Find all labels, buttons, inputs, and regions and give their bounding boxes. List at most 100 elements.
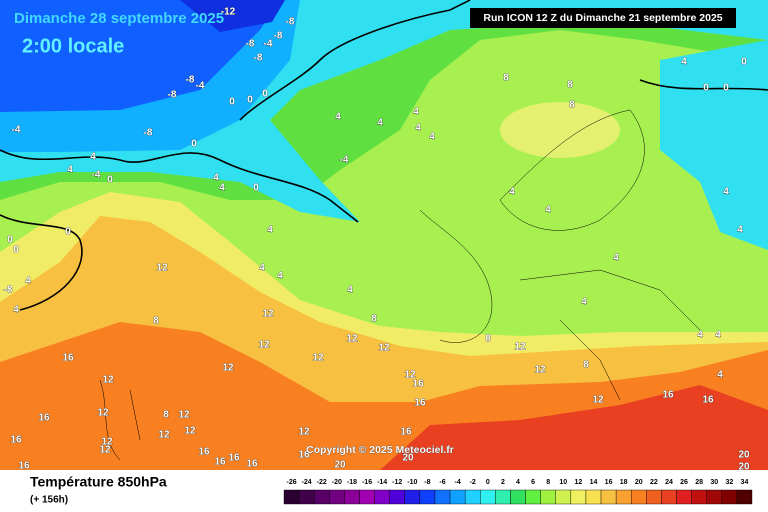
contour-label: 0 — [191, 139, 197, 150]
map-subtitle: 2:00 locale — [22, 35, 124, 57]
coast-line — [0, 214, 83, 311]
contour-label: 20 — [334, 460, 346, 471]
contour-label: 8 — [583, 360, 589, 371]
contour-label: 4 — [715, 330, 721, 341]
contour-label: 12 — [184, 426, 196, 437]
contour-label: -8 — [254, 53, 263, 64]
scale-label: 18 — [620, 479, 628, 486]
contour-label: -8 — [4, 285, 13, 296]
contour-label: 16 — [228, 453, 240, 464]
contour-label: -8 — [168, 90, 177, 101]
footer-title: Température 850hPa — [30, 474, 167, 490]
contour-label: 4 — [723, 187, 729, 198]
contour-label: 16 — [414, 398, 426, 409]
scale-label: 28 — [695, 479, 703, 486]
contour-label: 0 — [107, 175, 113, 186]
contour-label: 12 — [158, 430, 170, 441]
contour-label: 12 — [262, 309, 274, 320]
scale-label: -20 — [332, 479, 342, 486]
contour-label: 4 — [219, 183, 225, 194]
border-line — [519, 269, 701, 401]
contour-label: 4 — [335, 112, 341, 123]
scale-swatch — [404, 489, 421, 505]
contour-label: 4 — [415, 123, 421, 134]
scale-swatch — [449, 489, 466, 505]
contour-label: 20 — [402, 453, 414, 464]
contour-label: 16 — [400, 427, 412, 438]
scale-label: -14 — [377, 479, 387, 486]
contour-label: 16 — [10, 435, 22, 446]
contour-label: 12 — [102, 375, 114, 386]
scale-swatch — [570, 489, 587, 505]
scale-label: -26 — [286, 479, 296, 486]
contour-label: 0 — [262, 89, 268, 100]
contour-label: -12 — [221, 7, 236, 18]
scale-swatch — [600, 489, 617, 505]
contour-label: 8 — [569, 100, 575, 111]
contour-label: 16 — [18, 461, 30, 472]
contour-label: 12 — [346, 334, 358, 345]
contour-label: 4 — [13, 305, 19, 316]
scale-swatch — [736, 489, 753, 505]
contour-label: 16 — [62, 353, 74, 364]
contour-label: 4 — [413, 107, 419, 118]
run-label: Run ICON 12 Z du Dimanche 21 septembre 2… — [483, 12, 722, 24]
scale-label: -2 — [470, 479, 476, 486]
contour-label: 4 — [737, 225, 743, 236]
scale-label: 32 — [725, 479, 733, 486]
contour-label: -8 — [274, 31, 283, 42]
contour-label: -4 — [340, 155, 349, 166]
contour-label: 12 — [312, 353, 324, 364]
contour-label: 12 — [97, 408, 109, 419]
contour-label: 12 — [534, 365, 546, 376]
border-line — [99, 379, 141, 461]
scale-swatch — [540, 489, 556, 505]
contour-label: -8 — [144, 128, 153, 139]
contour-label: 16 — [214, 457, 226, 468]
contour-label: 4 — [67, 165, 73, 176]
contour-label: -4 — [196, 81, 205, 92]
scale-swatch — [329, 489, 345, 505]
scale-swatch — [706, 489, 723, 505]
contour-label: 4 — [267, 225, 273, 236]
contour-label: 12 — [178, 410, 190, 421]
scale-label: 4 — [516, 479, 520, 486]
scale-swatch — [555, 489, 572, 505]
scale-label: -12 — [392, 479, 402, 486]
zone-0-east — [660, 40, 768, 250]
scale-label: -22 — [317, 479, 327, 486]
contour-label: 12 — [222, 363, 234, 374]
scale-swatch — [344, 489, 360, 505]
contour-label: -8 — [246, 39, 255, 50]
contour-label: 4 — [581, 297, 587, 308]
contour-label: 4 — [429, 132, 435, 143]
border-line — [499, 109, 645, 231]
scale-swatch — [661, 489, 677, 505]
coastlines — [0, 0, 768, 461]
contour-label: 12 — [101, 437, 113, 448]
scale-label: 30 — [710, 479, 718, 486]
scale-swatch — [615, 489, 632, 505]
map-title: Dimanche 28 septembre 2025 — [14, 10, 224, 27]
scale-swatch — [631, 489, 647, 505]
zone-minus12 — [180, 0, 285, 32]
scale-label: -18 — [347, 479, 357, 486]
footer-lead: (+ 156h) — [30, 495, 68, 506]
scale-swatch — [313, 489, 330, 505]
contour-label: 8 — [163, 410, 169, 421]
contour-label: 4 — [277, 271, 283, 282]
scale-swatch — [419, 489, 436, 505]
coast-line — [0, 149, 359, 223]
contour-label: 0 — [723, 83, 729, 94]
scale-swatch — [298, 489, 315, 505]
temperature-field — [0, 0, 768, 470]
contour-label: 16 — [298, 450, 310, 461]
contour-label: 4 — [90, 152, 96, 163]
contour-label: 12 — [404, 370, 416, 381]
contour-label: 0 — [703, 83, 709, 94]
contour-label: 16 — [246, 459, 258, 470]
copyright: Copyright © 2025 Meteociel.fr — [306, 444, 454, 456]
scale-label: -16 — [362, 479, 372, 486]
contour-label: 16 — [412, 379, 424, 390]
